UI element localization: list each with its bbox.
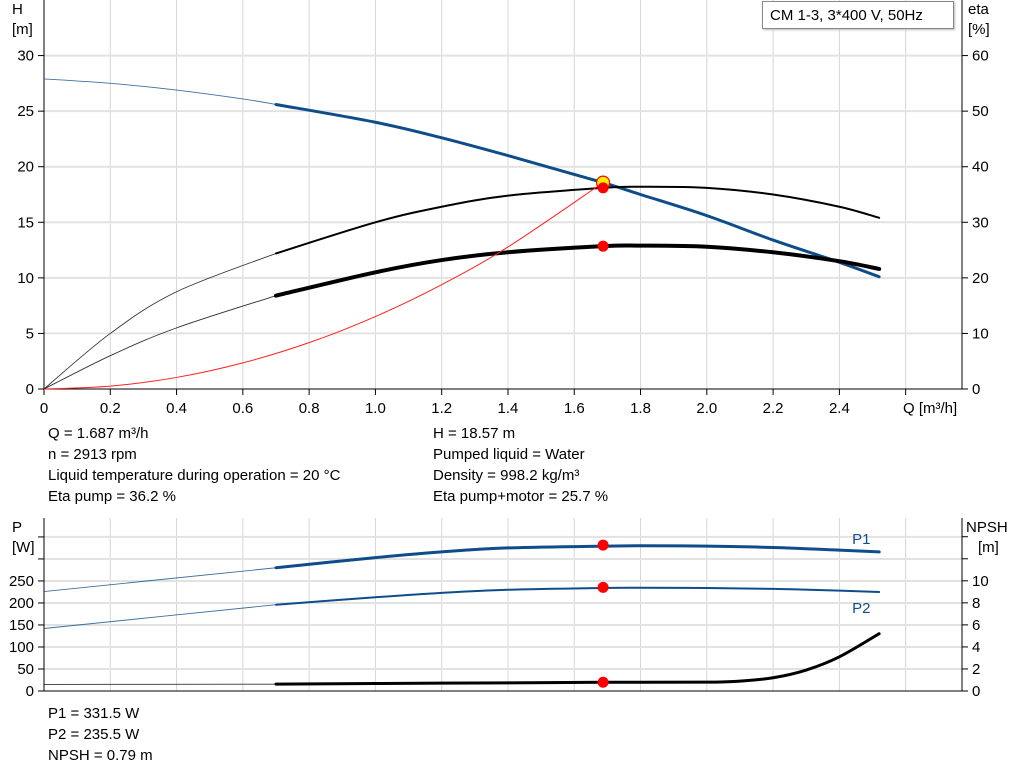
x-tick-label: 2.4 [829,400,850,417]
head-series-2-curve [274,185,881,255]
power-left-tick-label: 100 [9,639,34,656]
power-right-tick-label: 10 [972,573,989,590]
head-left-tick-label: 5 [26,325,34,342]
power-right-tick-label: 4 [972,639,980,656]
p2-curve-extrapolated [43,604,277,629]
head-right-tick-label: 0 [972,381,980,398]
head-right-axis-unit: [%] [968,21,990,38]
head-left-tick-label: 20 [17,159,34,176]
x-axis-label: Q [m³/h] [903,400,957,417]
x-tick-label: 0.8 [299,400,320,417]
head-series-3-curve-extrapolated [43,295,277,390]
head-right-tick-label: 40 [972,159,989,176]
head-left-axis-unit: [m] [12,21,33,38]
power-left-tick-label: 200 [9,595,34,612]
head-right-tick-label: 60 [972,48,989,65]
x-tick-label: 0.6 [232,400,253,417]
speed-value: n = 2913 rpm [48,446,137,463]
power-right-axis-title: NPSH [966,519,1008,536]
eta-pump-value: Eta pump = 36.2 % [48,488,176,505]
head-left-axis-title: H [12,1,23,18]
head-right-tick-label: 50 [972,103,989,120]
p1-series-label: P1 [852,531,870,548]
x-tick-label: 0 [40,400,48,417]
x-tick-label: 0.4 [166,400,187,417]
x-tick-label: 1.8 [630,400,651,417]
power-right-tick-label: 8 [972,595,980,612]
head-series-3-curve [273,243,882,298]
head-left-tick-label: 0 [26,381,34,398]
power-left-axis-unit: [W] [12,539,35,556]
x-tick-label: 2.2 [763,400,784,417]
head-right-tick-label: 20 [972,270,989,287]
x-tick-label: 2.0 [696,400,717,417]
head-left-tick-label: 30 [17,48,34,65]
x-tick-label: 1.4 [498,400,519,417]
x-tick-label: 1.6 [564,400,585,417]
operating-point-marker [597,581,609,593]
p1-curve-extrapolated [43,567,277,592]
head-series-2-curve-extrapolated [43,252,277,390]
head-right-tick-label: 10 [972,325,989,342]
x-tick-label: 1.2 [431,400,452,417]
x-tick-label: 0.2 [100,400,121,417]
liquid-temperature: Liquid temperature during operation = 20… [48,467,341,484]
p2-curve [274,586,881,606]
power-series-3-curve [274,632,881,686]
p2-series-label: P2 [852,600,870,617]
duty-info-right: H = 18.57 m Pumped liquid = Water Densit… [433,423,608,507]
head-series-1-curve [274,102,881,279]
head-right-tick-label: 30 [972,214,989,231]
operating-point-marker [597,676,609,688]
head-left-tick-label: 15 [17,214,34,231]
operating-point-marker [597,240,609,252]
power-right-axis-unit: [m] [978,539,999,556]
duty-info-left: Q = 1.687 m³/h n = 2913 rpm Liquid tempe… [48,423,340,507]
head-left-tick-label: 10 [17,270,34,287]
density-value: Density = 998.2 kg/m³ [433,467,580,484]
pumped-liquid: Pumped liquid = Water [433,446,585,463]
power-right-tick-label: 0 [972,683,980,700]
head-series-4-curve-extrapolated [43,182,604,390]
operating-point-marker [597,182,609,194]
power-left-axis-title: P [12,519,22,536]
p2-value: P2 = 235.5 W [48,726,140,743]
x-tick-label: 1.0 [365,400,386,417]
power-info: P1 = 331.5 W P2 = 235.5 W NPSH = 0.79 m [48,703,153,766]
flow-value: Q = 1.687 m³/h [48,425,149,442]
power-left-tick-label: 150 [9,617,34,634]
eta-pump-motor-value: Eta pump+motor = 25.7 % [433,488,609,505]
p1-curve [274,544,881,570]
head-right-axis-title: eta [968,1,990,18]
power-right-tick-label: 6 [972,617,980,634]
power-left-tick-label: 0 [26,683,34,700]
npsh-value: NPSH = 0.79 m [48,747,153,764]
power-left-tick-label: 50 [17,661,34,678]
p1-value: P1 = 331.5 W [48,705,140,722]
power-right-tick-label: 2 [972,661,980,678]
head-value: H = 18.57 m [433,425,516,442]
head-left-tick-label: 25 [17,103,34,120]
power-left-tick-label: 250 [9,573,34,590]
legend-box: CM 1-3, 3*400 V, 50Hz [762,1,954,29]
operating-point-marker [597,539,609,551]
head-series-1-curve-extrapolated [43,78,277,105]
